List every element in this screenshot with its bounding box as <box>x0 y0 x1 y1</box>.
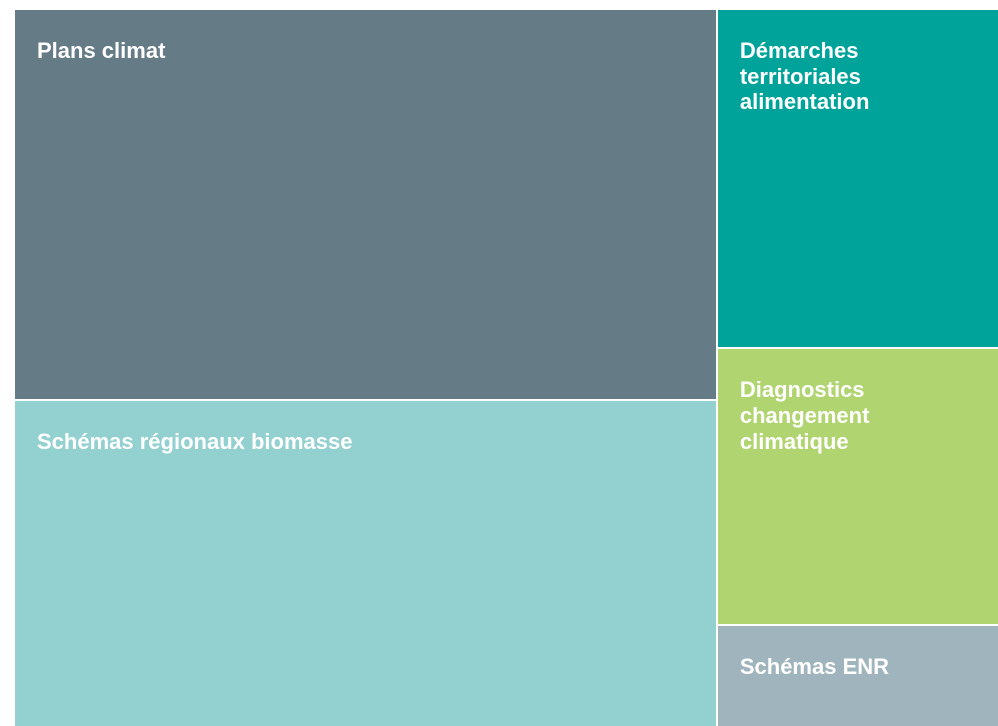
treemap-cell: Schémas régionaux biomasse <box>15 400 716 726</box>
treemap-cell: Diagnostics changement climatique <box>717 349 998 624</box>
cell-label: Schémas ENR <box>739 653 890 679</box>
treemap-cell: Démarches territoriales alimentation <box>717 10 998 348</box>
treemap-cell: Schémas ENR <box>717 625 998 726</box>
cell-label: Démarches territoriales alimentation <box>739 38 870 115</box>
cell-label: Diagnostics changement climatique <box>739 377 870 454</box>
cell-label: Plans climat <box>37 38 166 63</box>
cell-label: Schémas régionaux biomasse <box>37 428 353 454</box>
treemap-cell: Plans climat <box>15 10 716 399</box>
